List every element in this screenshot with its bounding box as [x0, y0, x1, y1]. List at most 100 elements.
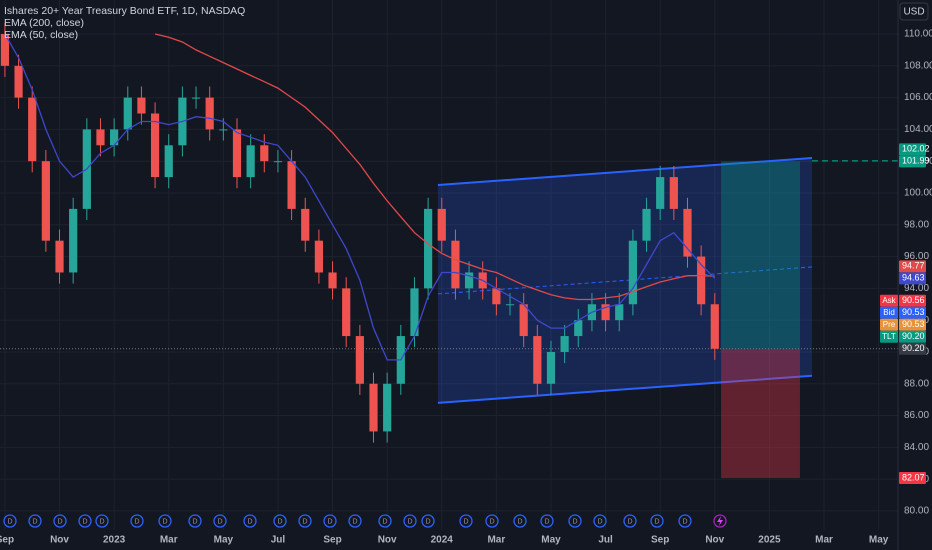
y-tick-label: 88.00	[904, 378, 929, 389]
channel-lower	[437, 374, 813, 404]
dividend-label: D	[57, 518, 62, 525]
dividend-label: D	[327, 518, 332, 525]
y-tick-label: 106.00	[904, 92, 932, 103]
candle-body	[464, 272, 474, 289]
price-label: 90.20	[902, 343, 925, 353]
candle-body	[55, 240, 64, 273]
dividend-label: D	[572, 518, 577, 525]
position-loss	[721, 348, 800, 479]
price-label: 94.63	[902, 273, 925, 283]
dividend-label: D	[247, 518, 252, 525]
x-tick-label: Nov	[378, 535, 397, 546]
candle-body	[437, 208, 446, 241]
candle-body	[383, 383, 392, 432]
candle-body	[314, 240, 323, 273]
price-label: 90.20	[902, 331, 925, 341]
x-tick-label: Jul	[598, 535, 613, 546]
price-label-bg	[899, 272, 926, 285]
dividend-icon	[28, 514, 42, 528]
currency[interactable]: USD	[903, 7, 924, 18]
dividend-label: D	[597, 518, 602, 525]
x-tick-label: Mar	[815, 535, 833, 546]
dividend-label: D	[517, 518, 522, 525]
price-label-bg	[899, 472, 926, 485]
candle-body	[205, 97, 214, 130]
price-label: 82.07	[902, 472, 925, 482]
y-tick-label: 96.00	[904, 251, 929, 262]
dividend-label: D	[682, 518, 687, 525]
candle-body	[710, 304, 719, 349]
dividend-label: D	[277, 518, 282, 525]
price-label: 101.99	[902, 156, 930, 166]
dividend-icon	[95, 514, 109, 528]
candle-body	[601, 304, 610, 321]
price-label-bg	[899, 260, 926, 273]
candle-body	[519, 304, 528, 337]
dividend-label: D	[544, 518, 549, 525]
candle-body	[656, 177, 665, 209]
price-label-bg	[899, 342, 926, 355]
y-tick-label: 84.00	[904, 442, 929, 453]
ema-line	[154, 33, 715, 301]
price-label-bg	[899, 155, 926, 168]
y-tick-label: 108.00	[904, 60, 932, 71]
candle-body	[574, 320, 583, 337]
dividend-icon	[243, 514, 257, 528]
dividend-label: D	[425, 518, 430, 525]
dividend-label: D	[7, 518, 12, 525]
candle-body	[96, 129, 105, 146]
candle-body	[560, 336, 569, 352]
candle-body	[110, 129, 119, 146]
price-label-bg	[899, 318, 926, 331]
candle-body	[123, 97, 132, 130]
price-label-tag-text: TLT	[882, 332, 896, 341]
candle-body	[301, 208, 310, 241]
candle-body	[41, 161, 50, 241]
price-label: 90.53	[902, 319, 925, 329]
price-label-bg	[899, 294, 926, 307]
dividend-icon	[273, 514, 287, 528]
y-tick-label: 80.00	[904, 506, 929, 517]
candle-body	[164, 145, 173, 178]
dividend-label: D	[654, 518, 659, 525]
price-label-tag	[880, 294, 898, 307]
dividend-icon	[323, 514, 337, 528]
x-tick-label: Sep	[323, 535, 341, 546]
dividend-label: D	[627, 518, 632, 525]
candle-body	[273, 161, 283, 163]
y-tick-label: 110.00	[904, 29, 932, 40]
x-tick-label: Sep	[0, 535, 14, 546]
x-tick-label: Jul	[271, 535, 286, 546]
dividend-label: D	[352, 518, 357, 525]
dividend-label: D	[463, 518, 468, 525]
candle-body	[642, 208, 651, 241]
dividend-icon	[485, 514, 499, 528]
dividend-icon	[593, 514, 607, 528]
dividend-icon	[213, 514, 227, 528]
price-label-bg	[899, 330, 926, 343]
plot-area	[0, 22, 898, 479]
x-tick-label: 2025	[758, 535, 781, 546]
x-tick-label: May	[541, 535, 561, 546]
dividend-icon	[78, 514, 92, 528]
candle-body	[342, 288, 351, 337]
dividend-icon	[650, 514, 664, 528]
price-label-tag-text: Pre	[883, 320, 896, 329]
candle-body	[14, 65, 23, 98]
ema-line	[4, 33, 716, 361]
dividend-label: D	[32, 518, 37, 525]
candle-body	[28, 97, 37, 162]
dividend-icon	[298, 514, 312, 528]
dividend-label: D	[217, 518, 222, 525]
dividend-icon	[623, 514, 637, 528]
candle-body	[219, 129, 228, 131]
dividend-label: D	[192, 518, 197, 525]
candle-body	[451, 240, 460, 289]
dividend-icon	[568, 514, 582, 528]
y-tick-label: 94.00	[904, 283, 929, 294]
currency-button[interactable]	[899, 2, 929, 21]
candle-body	[69, 208, 78, 273]
dividend-label: D	[82, 518, 87, 525]
channel-upper	[437, 157, 813, 187]
